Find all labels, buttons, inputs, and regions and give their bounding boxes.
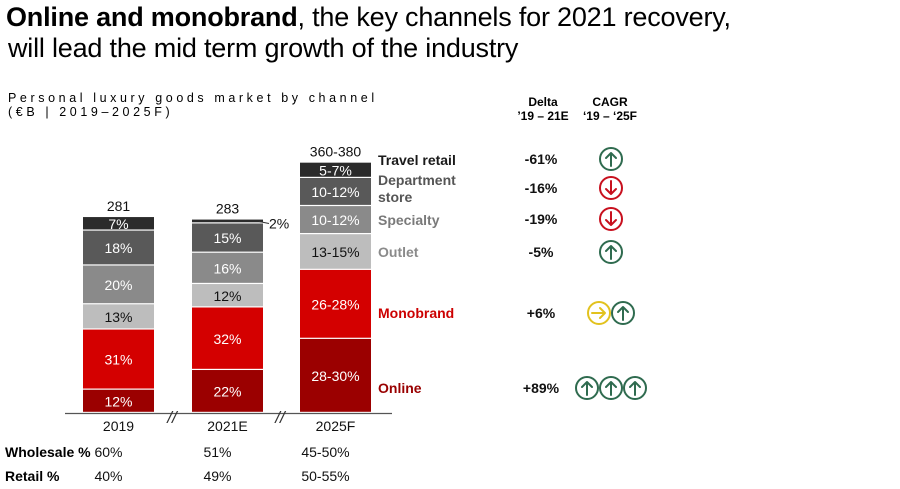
cagr-circle	[599, 147, 623, 171]
axis-break-marker: //	[166, 408, 179, 427]
retail-row-label: Retail %	[5, 468, 60, 484]
total-label: 281	[107, 198, 131, 214]
cagr-circle	[587, 301, 611, 325]
cagr-circle	[623, 376, 647, 400]
data-label: 10-12%	[311, 184, 359, 200]
bar-segment-specialty-2021E	[192, 252, 263, 283]
arrow-up-icon	[629, 381, 641, 396]
arrow-up-icon	[617, 306, 629, 321]
arrow-up-icon	[605, 245, 617, 260]
data-label: 31%	[104, 352, 132, 368]
bar-segment-department-store-2025F	[300, 177, 371, 205]
delta-value: +6%	[527, 305, 556, 321]
delta-value: -5%	[529, 244, 554, 260]
legend-label-specialty: Specialty	[378, 212, 440, 228]
data-label: 5-7%	[319, 162, 352, 178]
bar-segment-outlet-2021E	[192, 284, 263, 307]
footer-value-wholesale: 60%	[94, 444, 122, 460]
bar-segment-monobrand-2025F	[300, 269, 371, 338]
data-label: 15%	[213, 230, 241, 246]
cagr-header-title: CAGR	[592, 95, 628, 109]
bar-segment-outlet-2019	[83, 304, 154, 329]
arrow-up-icon	[605, 152, 617, 167]
cagr-circle	[611, 301, 635, 325]
cagr-circle	[599, 176, 623, 200]
data-label: 32%	[213, 331, 241, 347]
cagr-circle	[599, 376, 623, 400]
bar-segment-department-store-2021E	[192, 223, 263, 252]
footer-value-retail: 40%	[94, 468, 122, 484]
axis-break-marker: //	[274, 408, 287, 427]
legend-label-travel-retail: Travel retail	[378, 152, 456, 168]
legend-label-department-store: store	[378, 189, 412, 205]
bar-segment-monobrand-2021E	[192, 307, 263, 369]
data-label: 2%	[269, 216, 289, 232]
legend-label-online: Online	[378, 380, 422, 396]
title-bold: Online and monobrand	[6, 2, 298, 32]
bar-segment-outlet-2025F	[300, 234, 371, 269]
cagr-circle	[599, 207, 623, 231]
data-label: 13%	[104, 309, 132, 325]
cagr-circle	[575, 376, 599, 400]
data-label: 7%	[108, 216, 128, 232]
delta-value: -19%	[525, 211, 558, 227]
bar-segment-monobrand-2019	[83, 329, 154, 389]
legend-label-outlet: Outlet	[378, 244, 419, 260]
total-label: 360-380	[310, 144, 362, 160]
subtitle-line1: Personal luxury goods market by channel	[8, 91, 378, 105]
data-label: 22%	[213, 384, 241, 400]
title-line2: will lead the mid term growth of the ind…	[8, 33, 519, 63]
page-title: Online and monobrand, the key channels f…	[6, 2, 731, 64]
delta-header-title: Delta	[528, 95, 558, 109]
bar-segment-online-2021E	[192, 370, 263, 412]
delta-header: Delta ’19 – 21E	[508, 95, 578, 123]
arrow-down-icon	[605, 180, 617, 195]
data-label: 18%	[104, 240, 132, 256]
arrow-up-icon	[581, 381, 593, 396]
delta-header-range: ’19 – 21E	[517, 109, 569, 123]
bar-segment-online-2019	[83, 389, 154, 412]
x-tick-label: 2019	[103, 418, 134, 434]
wholesale-row-label: Wholesale %	[5, 444, 91, 460]
x-tick-label: 2021E	[207, 418, 247, 434]
subtitle-line2: (€B | 2019–2025F)	[8, 105, 174, 119]
footer-value-wholesale: 45-50%	[301, 444, 349, 460]
legend-label-monobrand: Monobrand	[378, 305, 454, 321]
bar-segment-specialty-2025F	[300, 206, 371, 233]
chart-subtitle: Personal luxury goods market by channel …	[8, 91, 378, 119]
bar-segment-travel-retail-2021E	[192, 219, 263, 223]
callout-line	[258, 221, 270, 225]
data-label: 26-28%	[311, 296, 359, 312]
total-label: 283	[216, 201, 240, 217]
data-label: 16%	[213, 260, 241, 276]
cagr-header: CAGR ‘19 – ‘25F	[578, 95, 642, 123]
legend-label-department-store: Department	[378, 172, 456, 188]
data-label: 28-30%	[311, 368, 359, 384]
arrow-up-icon	[605, 381, 617, 396]
title-rest: , the key channels for 2021 recovery,	[297, 2, 732, 32]
delta-value: +89%	[523, 380, 560, 396]
footer-value-retail: 49%	[203, 468, 231, 484]
bar-segment-specialty-2019	[83, 265, 154, 304]
data-label: 12%	[213, 288, 241, 304]
data-label: 20%	[104, 277, 132, 293]
footer-value-retail: 50-55%	[301, 468, 349, 484]
cagr-circle	[599, 240, 623, 264]
data-label: 12%	[104, 393, 132, 409]
arrow-flat-icon	[591, 307, 606, 319]
cagr-header-range: ‘19 – ‘25F	[582, 109, 638, 123]
bar-segment-department-store-2019	[83, 230, 154, 265]
footer-value-wholesale: 51%	[203, 444, 231, 460]
x-tick-label: 2025F	[316, 418, 356, 434]
delta-value: -61%	[525, 151, 558, 167]
data-label: 10-12%	[311, 212, 359, 228]
bar-segment-travel-retail-2019	[83, 217, 154, 230]
bar-segment-online-2025F	[300, 338, 371, 412]
data-label: 13-15%	[311, 244, 359, 260]
arrow-down-icon	[605, 211, 617, 226]
delta-value: -16%	[525, 180, 558, 196]
bar-segment-travel-retail-2025F	[300, 162, 371, 177]
